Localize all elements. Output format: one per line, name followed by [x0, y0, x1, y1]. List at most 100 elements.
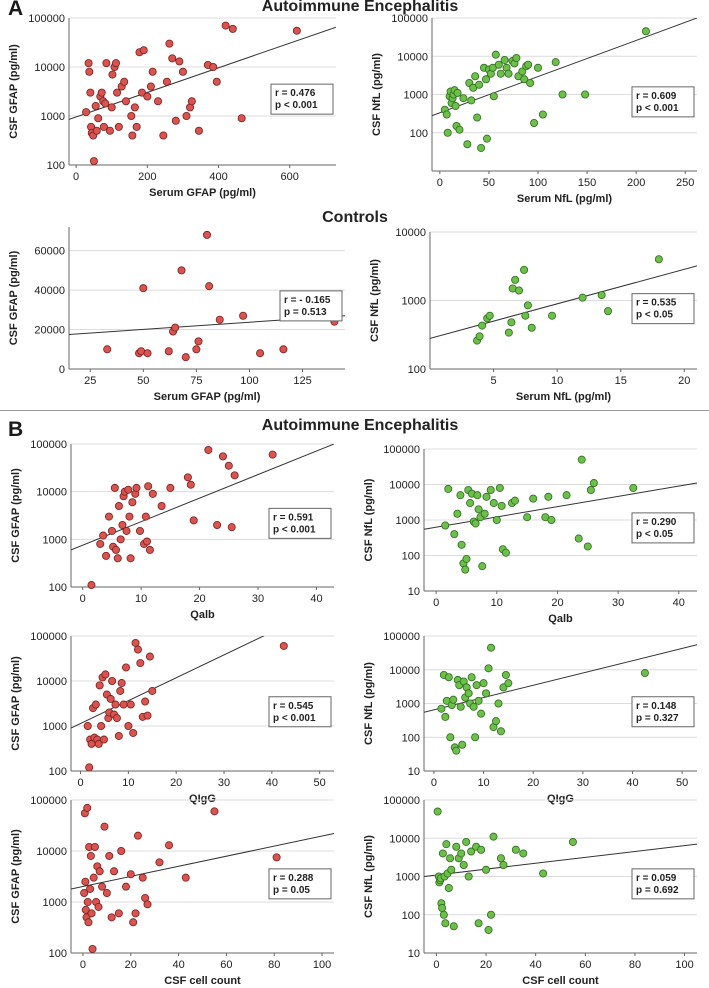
y-tick-label: 100000 — [391, 13, 428, 25]
x-tick-label: 60 — [579, 959, 591, 971]
data-point — [86, 88, 95, 97]
stats-box — [268, 696, 332, 728]
data-point — [215, 315, 224, 324]
data-point — [119, 700, 128, 709]
data-point — [534, 63, 543, 72]
stats-box — [631, 293, 695, 325]
data-point — [466, 499, 475, 508]
data-point — [464, 872, 473, 881]
data-point — [114, 122, 123, 131]
data-point — [187, 97, 196, 106]
stats-box — [631, 86, 695, 118]
data-point — [99, 531, 108, 540]
data-point — [520, 265, 529, 274]
data-point — [469, 702, 478, 711]
data-point — [474, 919, 483, 928]
trend-line — [71, 636, 265, 729]
y-tick-label: 10000 — [389, 480, 420, 492]
data-point — [89, 873, 98, 882]
panel-label-b: B — [8, 418, 24, 441]
data-point — [500, 55, 509, 64]
x-tick-label: 50 — [676, 777, 688, 789]
data-point — [110, 867, 119, 876]
data-point — [111, 700, 120, 709]
data-point — [97, 88, 106, 97]
data-point — [441, 712, 450, 721]
x-tick-label: 0 — [80, 959, 86, 971]
stats-text: p = 0.513 — [284, 307, 327, 318]
y-tick-label: 100 — [402, 551, 420, 563]
x-tick-label: 50 — [314, 777, 326, 789]
x-tick-label: 0 — [433, 597, 439, 609]
stats-text: r = 0.290 — [636, 517, 677, 528]
data-point — [131, 638, 140, 647]
data-point — [523, 513, 532, 522]
section-title-ae-bottom: Autoimmune Encephalitis — [261, 417, 459, 434]
stats-box — [268, 868, 332, 900]
data-point — [181, 353, 190, 362]
stats-text: p = 0.05 — [273, 885, 310, 896]
x-tick-label: 40 — [530, 959, 542, 971]
x-tick-label: 125 — [293, 375, 311, 387]
y-tick-label: 40000 — [34, 285, 65, 297]
data-point — [221, 21, 230, 30]
data-point — [94, 114, 103, 123]
data-point — [510, 496, 519, 505]
data-point — [447, 865, 456, 874]
section-title-controls: Controls — [322, 209, 388, 226]
data-point — [124, 722, 133, 731]
data-point — [442, 110, 451, 119]
data-point — [113, 554, 122, 563]
data-point — [256, 349, 265, 358]
data-point — [491, 50, 500, 59]
data-point — [482, 689, 491, 698]
y-tick-label: 100000 — [30, 439, 67, 451]
data-point — [487, 643, 496, 652]
data-point — [515, 286, 524, 295]
data-point — [482, 134, 491, 143]
data-point — [629, 483, 638, 492]
data-point — [507, 318, 516, 327]
data-point — [456, 702, 465, 711]
data-point — [117, 847, 126, 856]
stats-box — [268, 507, 332, 539]
data-point — [205, 282, 214, 291]
y-tick-label: 100 — [402, 732, 420, 744]
y-axis-label: CSF GFAP (pg/ml) — [10, 468, 22, 563]
data-point — [504, 328, 513, 337]
y-axis-label: CSF NfL (pg/ml) — [363, 662, 375, 745]
chart-ae_nfl_qigg: 10 100 1000 10000 100000 0 10 20 30 40 50 QIgG CSF N… — [363, 631, 697, 805]
data-point — [218, 452, 227, 461]
data-point — [194, 337, 203, 346]
data-point — [142, 537, 151, 546]
section-divider — [0, 410, 709, 411]
data-point — [501, 548, 510, 557]
y-tick-label: 10000 — [397, 51, 428, 63]
y-tick-label: 1000 — [396, 872, 420, 884]
data-point — [131, 909, 140, 918]
data-point — [228, 24, 237, 33]
data-point — [126, 870, 135, 879]
y-tick-label: 1000 — [404, 90, 428, 102]
y-tick-label: 20000 — [34, 325, 65, 337]
data-point — [581, 90, 590, 99]
x-tick-label: 20 — [527, 777, 539, 789]
x-tick-label: 60 — [220, 959, 232, 971]
stats-text: r = 0.545 — [273, 701, 314, 712]
data-point — [589, 479, 598, 488]
data-point — [110, 483, 119, 492]
data-point — [143, 711, 152, 720]
data-point — [186, 480, 195, 489]
x-axis-label: Serum NfL (pg/ml) — [517, 193, 612, 205]
data-point — [458, 740, 467, 749]
y-axis-label: CSF GFAP (pg/ml) — [10, 656, 22, 751]
stats-text: p < 0.001 — [273, 713, 316, 724]
data-point — [103, 345, 112, 354]
stats-text: p < 0.001 — [636, 103, 679, 114]
data-point — [98, 882, 107, 891]
stats-text: r = 0.288 — [273, 873, 314, 884]
data-point — [148, 67, 157, 76]
y-tick-label: 1000 — [43, 721, 67, 733]
data-point — [433, 807, 442, 816]
x-tick-label: 50 — [483, 177, 495, 189]
